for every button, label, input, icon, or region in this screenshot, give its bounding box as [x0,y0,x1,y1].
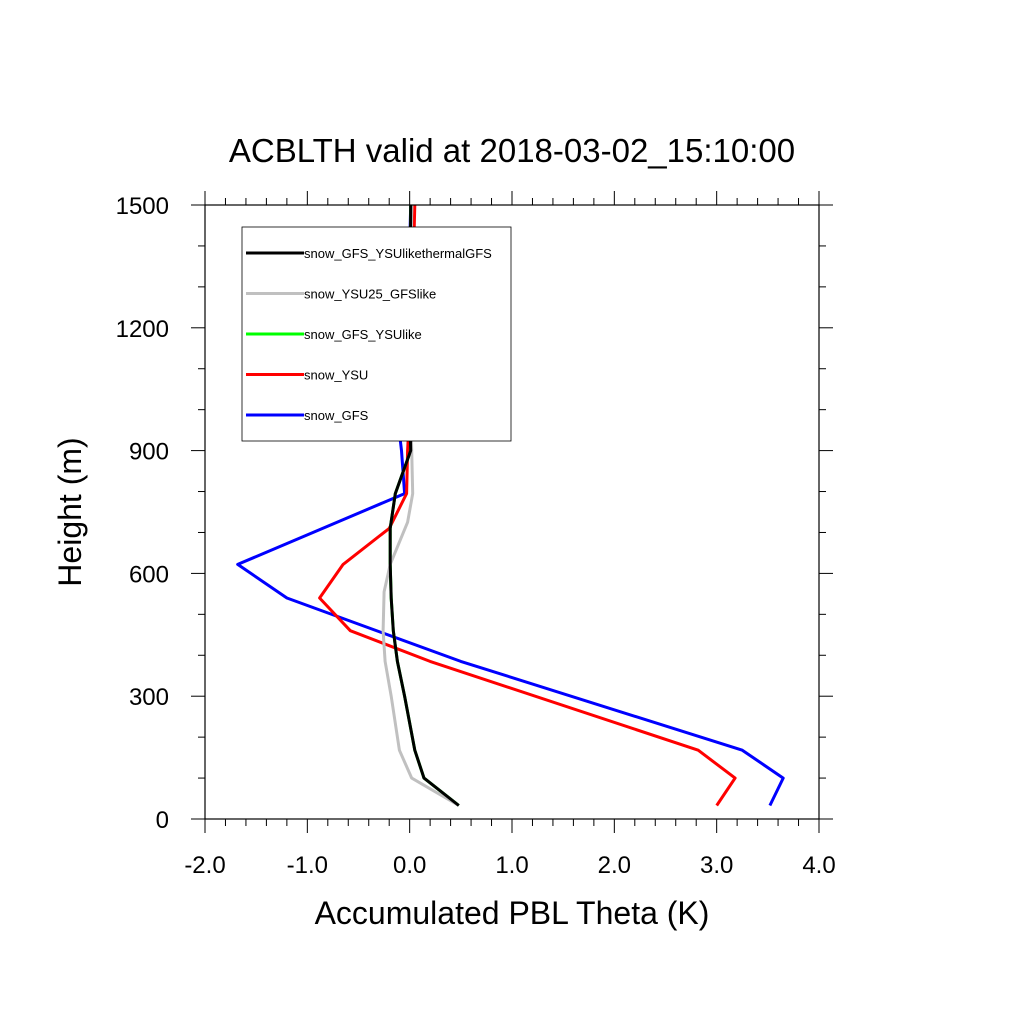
x-tick-label: -2.0 [184,852,225,879]
chart-title: ACBLTH valid at 2018-03-02_15:10:00 [229,132,795,169]
x-tick-label: 1.0 [495,852,528,879]
y-axis-label: Height (m) [52,437,88,586]
legend-label: snow_GFS_YSUlike [304,327,422,342]
y-tick-label: 0 [156,807,169,834]
x-tick-label: 4.0 [802,852,835,879]
legend-label: snow_GFS_YSUlikethermalGFS [304,246,492,261]
y-tick-label: 1500 [116,193,169,220]
axis-ticks: -2.0 -1.0 0.0 1.0 2.0 3.0 4.0 0 300 600 900 1200 150… [116,191,836,879]
y-tick-label: 900 [129,439,169,466]
legend-label: snow_YSU25_GFSlike [304,287,436,302]
plot-frame [204,204,820,820]
y-tick-label: 600 [129,561,169,588]
y-tick-label: 1200 [116,316,169,343]
x-tick-label: 0.0 [393,852,426,879]
x-tick-label: -1.0 [287,852,328,879]
y-tick-label: 300 [129,684,169,711]
legend-label: snow_YSU [304,368,368,383]
legend-label: snow_GFS [304,408,369,423]
legend: snow_GFS_YSUlikethermalGFS snow_YSU25_GFS… [241,226,512,442]
x-tick-label: 2.0 [598,852,631,879]
x-axis-label: Accumulated PBL Theta (K) [315,895,710,931]
x-tick-label: 3.0 [700,852,733,879]
